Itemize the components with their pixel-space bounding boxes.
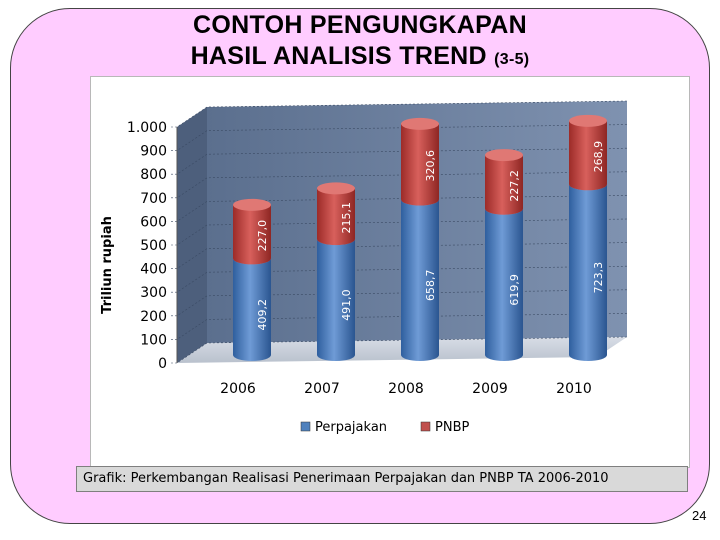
legend-label-perpajakan: Perpajakan (315, 420, 387, 435)
x-tick-label: 2007 (304, 381, 340, 397)
bar-perpajakan-2006 (233, 258, 271, 361)
bar-pnbp-2006 (233, 204, 271, 265)
y-tick-label: 700 (140, 191, 167, 207)
data-label: 723,3 (592, 262, 605, 294)
data-label: 619,9 (508, 274, 521, 306)
data-label: 491,0 (340, 289, 353, 321)
y-axis-label: Triliun rupiah (100, 216, 115, 314)
gridline (171, 100, 628, 128)
bar-perpajakan-2010 (569, 184, 607, 361)
bar-top-pnbp-2008 (401, 117, 439, 130)
bar-pnbp-2010 (569, 120, 607, 191)
title-suffix: (3-5) (494, 51, 530, 68)
y-tick-label: 500 (140, 238, 167, 254)
bar-pnbp-2008 (401, 123, 439, 206)
bar-perpajakan-2007 (317, 239, 355, 361)
slide-title: CONTOH PENGUNGKAPAN HASIL ANALISIS TREND… (0, 10, 720, 75)
legend-label-pnbp: PNBP (435, 420, 469, 435)
data-label: 320,6 (424, 150, 437, 182)
stacked-bar-chart: 0 100 200 300 400 500 600 700 800 900 1.000 Triliun… (100, 100, 628, 435)
data-label: 227,2 (508, 170, 521, 202)
data-label: 268,9 (592, 141, 605, 173)
bar-top-pnbp-2010 (569, 114, 607, 127)
data-label: 658,7 (424, 270, 437, 302)
title-line-2-text: HASIL ANALISIS TREND (190, 42, 487, 70)
title-line-1: CONTOH PENGUNGKAPAN (193, 11, 527, 39)
y-tick-label: 0 (158, 356, 167, 372)
bar-top-pnbp-2006 (233, 198, 271, 211)
x-tick-label: 2008 (388, 381, 424, 397)
bar-pnbp-2009 (485, 155, 523, 215)
data-label: 227,0 (256, 220, 269, 252)
bar-perpajakan-2009 (485, 208, 523, 361)
legend-swatch-perpajakan (300, 421, 311, 432)
chart-caption: Grafik: Perkembangan Realisasi Penerimaa… (76, 466, 688, 492)
y-tick-label: 900 (140, 144, 167, 160)
y-tick-label: 800 (140, 167, 167, 183)
y-tick-label: 400 (140, 262, 167, 278)
chart-panel: 0 100 200 300 400 500 600 700 800 900 1.000 Triliun… (90, 76, 690, 468)
bar-top-pnbp-2009 (485, 149, 523, 162)
legend-swatch-pnbp (420, 421, 431, 432)
page-number: 24 (692, 508, 707, 523)
title-line-2: HASIL ANALISIS TREND (3-5) (0, 41, 720, 75)
bar-perpajakan-2008 (401, 199, 439, 361)
x-tick-label: 2010 (556, 381, 592, 397)
bar-pnbp-2007 (317, 188, 355, 246)
y-tick-label: 200 (140, 309, 167, 325)
data-label: 215,1 (340, 202, 353, 234)
x-tick-label: 2006 (220, 381, 256, 397)
y-tick-label: 100 (140, 332, 167, 348)
bar-top-pnbp-2007 (317, 182, 355, 195)
data-label: 409,2 (256, 299, 269, 331)
x-tick-label: 2009 (472, 381, 508, 397)
y-tick-label: 600 (140, 214, 167, 230)
y-tick-label: 1.000 (127, 120, 167, 136)
y-tick-label: 300 (140, 285, 167, 301)
